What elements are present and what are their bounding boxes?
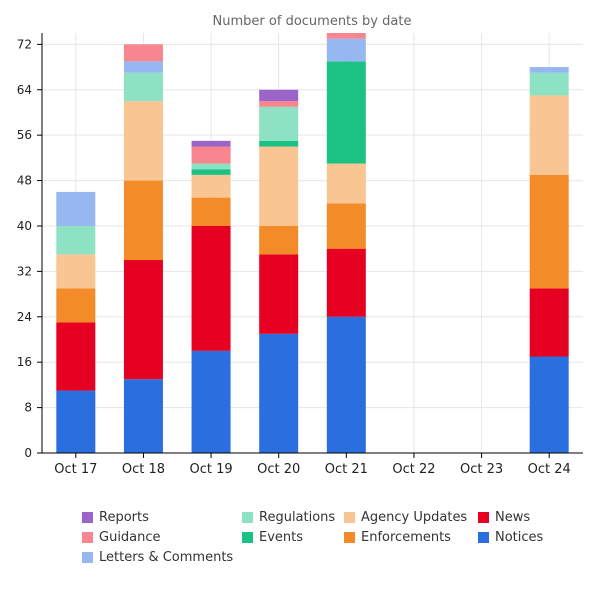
x-tick-label: Oct 18 [122, 462, 165, 477]
bar-segment-enforcements [191, 197, 231, 226]
bar-segment-reports [191, 140, 231, 147]
y-tick-label: 64 [17, 83, 32, 97]
bar-segment-guidance [191, 146, 231, 164]
y-tick-label: 0 [24, 446, 32, 460]
legend-swatch [82, 512, 93, 523]
legend-item: Notices [478, 530, 543, 545]
bar-segment-reports [259, 89, 299, 102]
bar-segment-letters-comments [56, 191, 96, 226]
y-tick-label: 32 [17, 264, 32, 278]
y-tick-label: 24 [17, 310, 32, 324]
bar-segment-enforcements [259, 225, 299, 255]
x-tick-label: Oct 23 [460, 462, 503, 477]
bar-segment-notices [191, 350, 231, 453]
y-tick-label: 8 [24, 401, 32, 415]
bar-segment-notices [56, 390, 96, 453]
bar-segment-regulations [529, 72, 569, 96]
bar-segment-news [326, 248, 366, 317]
bar-segment-notices [123, 379, 163, 453]
x-tick-label: Oct 21 [325, 462, 368, 477]
chart-title: Number of documents by date [213, 14, 412, 29]
bar-segment-regulations [191, 163, 231, 170]
bar-segment-events [191, 169, 231, 175]
bar-segment-regulations [123, 72, 163, 102]
legend-item: Reports [82, 510, 149, 525]
bar-segment-guidance [326, 33, 366, 39]
legend-item: Guidance [82, 530, 161, 545]
legend-swatch [478, 532, 489, 543]
bar-segment-letters-comments [123, 61, 163, 73]
bar-segment-agency-updates [191, 174, 231, 198]
bar-segment-letters-comments [326, 38, 366, 62]
legend-swatch [478, 512, 489, 523]
legend-swatch [242, 512, 253, 523]
legend-swatch [82, 552, 93, 563]
x-tick-label: Oct 24 [528, 462, 571, 477]
bar-segment-notices [326, 316, 366, 453]
legend-label: Events [259, 530, 304, 545]
legend-swatch [82, 532, 93, 543]
bar-segment-news [123, 260, 163, 380]
bar-segment-news [259, 254, 299, 334]
bar-segment-notices [529, 356, 569, 453]
y-tick-label: 40 [17, 219, 32, 233]
bar-segment-guidance [259, 101, 299, 107]
bar-segment-agency-updates [123, 101, 163, 181]
bar-segment-regulations [259, 106, 299, 141]
legend-item: Enforcements [344, 530, 451, 545]
legend-label: Reports [99, 510, 149, 525]
legend-item: Regulations [242, 510, 335, 525]
legend-item: News [478, 510, 530, 525]
legend-label: Notices [495, 530, 544, 545]
y-tick-label: 48 [17, 174, 32, 188]
bar-segment-news [529, 288, 569, 357]
bar-segment-enforcements [56, 288, 96, 323]
y-tick-label: 16 [17, 355, 32, 369]
bar-segment-agency-updates [259, 146, 299, 226]
x-tick-label: Oct 20 [257, 462, 300, 477]
x-tick-label: Oct 19 [189, 462, 232, 477]
legend-label: News [495, 510, 531, 525]
legend-label: Agency Updates [361, 510, 468, 525]
legend-swatch [242, 532, 253, 543]
bar-segment-events [326, 61, 366, 164]
legend: Reports Regulations Agency Updates News Guid… [82, 510, 562, 570]
bar-segment-regulations [56, 225, 96, 255]
bar-segment-enforcements [326, 203, 366, 249]
legend-label: Regulations [259, 510, 336, 525]
bar-segment-enforcements [123, 180, 163, 261]
legend-swatch [344, 512, 355, 523]
legend-label: Letters & Comments [99, 550, 234, 565]
x-tick-label: Oct 17 [54, 462, 97, 477]
y-tick-label: 56 [17, 128, 32, 142]
legend-item: Agency Updates [344, 510, 467, 525]
x-tick-label: Oct 22 [392, 462, 435, 477]
bar-segment-agency-updates [56, 254, 96, 289]
bar-segment-agency-updates [529, 95, 569, 175]
bar-segment-agency-updates [326, 163, 366, 204]
axes: 0 8 16 24 32 40 48 56 64 72 Oct 17 Oct 18 Oct 19 Oct … [17, 33, 583, 477]
y-tick-label: 72 [17, 37, 32, 51]
bar-segment-events [259, 140, 299, 147]
legend-label: Enforcements [361, 530, 451, 545]
legend-item: Events [242, 530, 303, 545]
bar-segment-notices [259, 333, 299, 453]
legend-swatch [344, 532, 355, 543]
bar-segment-news [56, 322, 96, 391]
gridlines [42, 33, 583, 453]
bar-segment-guidance [123, 44, 163, 62]
bar-segment-news [191, 225, 231, 351]
bar-segment-letters-comments [529, 67, 569, 73]
legend-label: Guidance [99, 530, 161, 545]
bar-segment-enforcements [529, 174, 569, 289]
bar-stacks [56, 33, 569, 453]
legend-item: Letters & Comments [82, 550, 233, 565]
